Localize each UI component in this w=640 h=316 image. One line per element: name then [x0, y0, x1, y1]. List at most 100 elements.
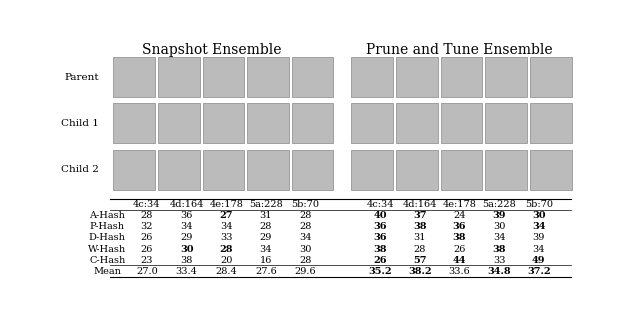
FancyBboxPatch shape	[351, 150, 393, 190]
Text: 36: 36	[452, 222, 466, 231]
Text: 34: 34	[220, 222, 232, 231]
FancyBboxPatch shape	[485, 103, 527, 143]
Text: 38.2: 38.2	[408, 267, 431, 276]
FancyBboxPatch shape	[396, 103, 438, 143]
Text: 34: 34	[260, 245, 272, 253]
Text: 37: 37	[413, 211, 426, 220]
FancyBboxPatch shape	[292, 103, 333, 143]
FancyBboxPatch shape	[351, 57, 393, 97]
Text: 37.2: 37.2	[527, 267, 550, 276]
Text: 33.4: 33.4	[176, 267, 198, 276]
Text: 38: 38	[492, 245, 506, 253]
Text: Mean: Mean	[93, 267, 121, 276]
Text: Child 2: Child 2	[61, 165, 99, 174]
FancyBboxPatch shape	[158, 150, 200, 190]
Text: 4d:164: 4d:164	[403, 200, 437, 209]
Text: 4c:34: 4c:34	[366, 200, 394, 209]
FancyBboxPatch shape	[202, 150, 244, 190]
Text: 26: 26	[141, 234, 153, 242]
Text: 27.0: 27.0	[136, 267, 158, 276]
Text: 4e:178: 4e:178	[209, 200, 243, 209]
Text: 34: 34	[180, 222, 193, 231]
Text: 28: 28	[220, 245, 233, 253]
FancyBboxPatch shape	[247, 57, 289, 97]
Text: 5a:228: 5a:228	[483, 200, 516, 209]
FancyBboxPatch shape	[247, 103, 289, 143]
FancyBboxPatch shape	[113, 103, 155, 143]
FancyBboxPatch shape	[158, 103, 200, 143]
Text: 28: 28	[141, 211, 153, 220]
Text: 23: 23	[141, 256, 153, 264]
Text: 39: 39	[532, 234, 545, 242]
Text: 27.6: 27.6	[255, 267, 277, 276]
Text: 28: 28	[413, 245, 426, 253]
Text: 34.8: 34.8	[487, 267, 511, 276]
FancyBboxPatch shape	[396, 57, 438, 97]
FancyBboxPatch shape	[202, 57, 244, 97]
Text: 16: 16	[260, 256, 272, 264]
Text: Child 1: Child 1	[61, 119, 99, 128]
Text: 5a:228: 5a:228	[249, 200, 283, 209]
Text: 20: 20	[220, 256, 232, 264]
Text: 33: 33	[220, 234, 232, 242]
Text: 38: 38	[180, 256, 193, 264]
Text: 30: 30	[300, 245, 312, 253]
Text: 36: 36	[373, 234, 387, 242]
FancyBboxPatch shape	[292, 57, 333, 97]
Text: 30: 30	[180, 245, 193, 253]
Text: 28: 28	[260, 222, 272, 231]
Text: 57: 57	[413, 256, 426, 264]
Text: W-Hash: W-Hash	[88, 245, 126, 253]
FancyBboxPatch shape	[351, 103, 393, 143]
Text: Snapshot Ensemble: Snapshot Ensemble	[141, 43, 281, 57]
Text: 28: 28	[300, 222, 312, 231]
Text: 39: 39	[492, 211, 506, 220]
Text: 24: 24	[453, 211, 466, 220]
Text: 29: 29	[260, 234, 272, 242]
Text: 4e:178: 4e:178	[442, 200, 476, 209]
Text: 29.6: 29.6	[295, 267, 317, 276]
Text: D-Hash: D-Hash	[89, 234, 125, 242]
FancyBboxPatch shape	[113, 57, 155, 97]
Text: 30: 30	[532, 211, 546, 220]
FancyBboxPatch shape	[158, 57, 200, 97]
FancyBboxPatch shape	[530, 150, 572, 190]
Text: P-Hash: P-Hash	[90, 222, 125, 231]
FancyBboxPatch shape	[396, 150, 438, 190]
Text: 33: 33	[493, 256, 506, 264]
Text: 26: 26	[141, 245, 153, 253]
FancyBboxPatch shape	[292, 150, 333, 190]
FancyBboxPatch shape	[440, 57, 483, 97]
Text: Prune and Tune Ensemble: Prune and Tune Ensemble	[366, 43, 553, 57]
Text: 26: 26	[453, 245, 466, 253]
Text: 26: 26	[373, 256, 387, 264]
Text: 27: 27	[220, 211, 233, 220]
Text: 28: 28	[300, 211, 312, 220]
Text: Parent: Parent	[64, 73, 99, 82]
Text: 28.4: 28.4	[216, 267, 237, 276]
Text: C-Hash: C-Hash	[89, 256, 125, 264]
Text: 35.2: 35.2	[368, 267, 392, 276]
FancyBboxPatch shape	[113, 150, 155, 190]
Text: A-Hash: A-Hash	[90, 211, 125, 220]
Text: 49: 49	[532, 256, 545, 264]
FancyBboxPatch shape	[440, 150, 483, 190]
FancyBboxPatch shape	[530, 103, 572, 143]
Text: 5b:70: 5b:70	[525, 200, 553, 209]
FancyBboxPatch shape	[202, 103, 244, 143]
Text: 34: 34	[300, 234, 312, 242]
Text: 34: 34	[532, 222, 545, 231]
Text: 31: 31	[413, 234, 426, 242]
Text: 36: 36	[180, 211, 193, 220]
Text: 31: 31	[260, 211, 272, 220]
Text: 36: 36	[373, 222, 387, 231]
Text: 38: 38	[413, 222, 426, 231]
FancyBboxPatch shape	[485, 57, 527, 97]
Text: 44: 44	[452, 256, 466, 264]
Text: 34: 34	[532, 245, 545, 253]
Text: 4d:164: 4d:164	[170, 200, 204, 209]
Text: 34: 34	[493, 234, 506, 242]
Text: 4c:34: 4c:34	[133, 200, 161, 209]
FancyBboxPatch shape	[485, 150, 527, 190]
FancyBboxPatch shape	[440, 103, 483, 143]
